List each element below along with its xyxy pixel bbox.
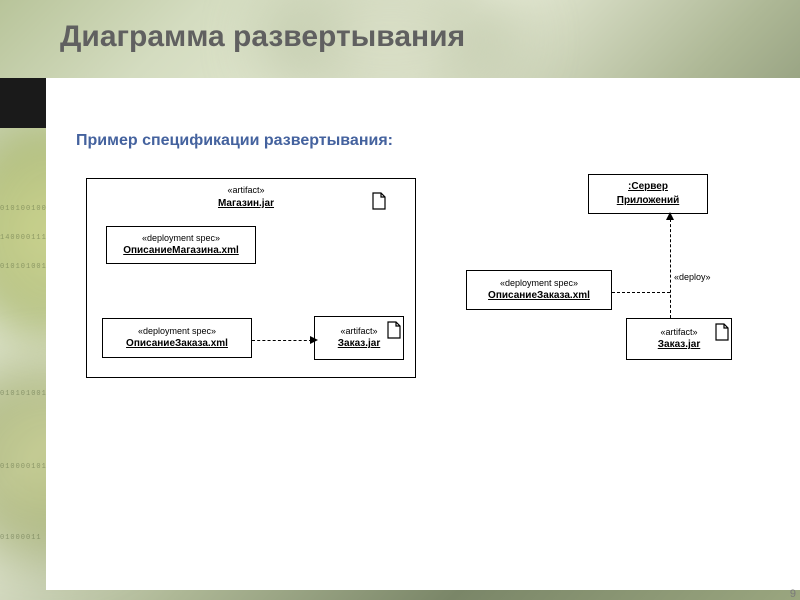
deployment-spec-box: «deployment spec»ОписаниеМагазина.xml	[106, 226, 256, 264]
document-icon	[387, 321, 401, 339]
artifact-header: «artifact»Магазин.jar	[196, 184, 296, 211]
element-name: Приложений	[615, 194, 682, 208]
document-icon	[715, 323, 729, 341]
element-name: ОписаниеЗаказа.xml	[486, 289, 592, 303]
deployment-spec-box: «deployment spec»ОписаниеЗаказа.xml	[102, 318, 252, 358]
element-name: :Сервер	[626, 180, 670, 194]
slide-title: Диаграмма развертывания	[60, 20, 465, 54]
binary-code-strip: 010101001	[0, 263, 47, 271]
document-icon	[372, 192, 386, 210]
edge-label: «deploy»	[674, 272, 711, 282]
stereotype-label: «deployment spec»	[136, 325, 218, 338]
content-panel: Пример спецификации развертывания: «arti…	[46, 78, 800, 590]
element-name: Заказ.jar	[336, 337, 383, 351]
element-name: ОписаниеМагазина.xml	[121, 244, 241, 258]
dependency-edge	[612, 292, 670, 293]
binary-code-strip: 140000111	[0, 234, 47, 242]
dependency-edge	[252, 340, 312, 341]
arrow-head-icon	[666, 212, 674, 220]
stereotype-label: «artifact»	[658, 326, 699, 339]
stereotype-label: «artifact»	[196, 184, 296, 197]
server-node: :СерверПриложений	[588, 174, 708, 214]
binary-code-strip: 010000101	[0, 463, 47, 471]
page-number: 9	[790, 588, 796, 600]
slide-subtitle: Пример спецификации развертывания:	[76, 132, 393, 150]
side-black-box	[0, 78, 46, 128]
stereotype-label: «artifact»	[338, 325, 379, 338]
artifact-box: «artifact»Заказ.jar	[314, 316, 404, 360]
binary-code-strip: 010101001	[0, 390, 47, 398]
element-name: Заказ.jar	[656, 338, 703, 352]
stereotype-label: «deployment spec»	[140, 232, 222, 245]
element-name: ОписаниеЗаказа.xml	[124, 337, 230, 351]
stereotype-label: «deployment spec»	[498, 277, 580, 290]
binary-code-strip: 01000011	[0, 534, 42, 542]
artifact-box: «artifact»Заказ.jar	[626, 318, 732, 360]
element-name: Магазин.jar	[196, 197, 296, 211]
binary-code-strip: 010100100	[0, 205, 47, 213]
arrow-head-icon	[310, 336, 318, 344]
diagram-area: «artifact»Магазин.jar«deployment spec»Оп…	[46, 168, 800, 590]
deployment-spec-box: «deployment spec»ОписаниеЗаказа.xml	[466, 270, 612, 310]
deploy-edge	[670, 214, 671, 318]
